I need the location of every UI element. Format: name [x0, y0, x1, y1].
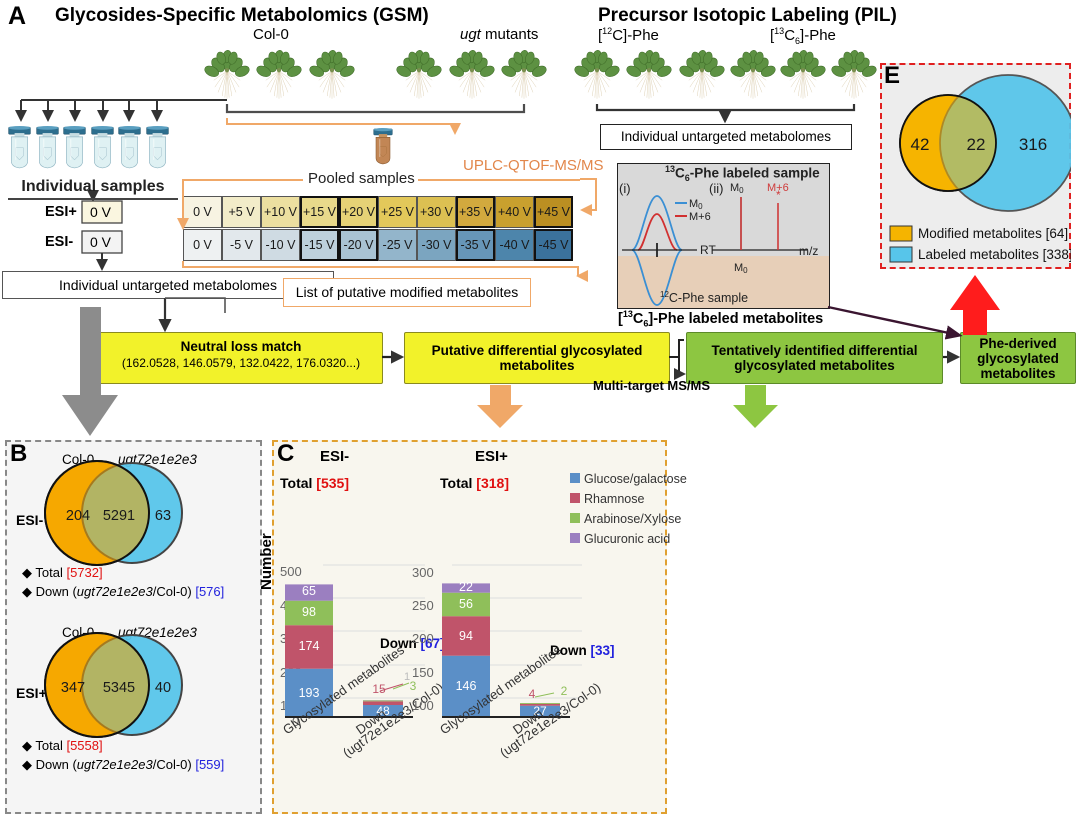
svg-text:1: 1	[404, 671, 410, 683]
svg-text:40: 40	[155, 680, 171, 696]
svg-text:146: 146	[456, 679, 477, 693]
svg-text:3: 3	[410, 679, 417, 693]
svg-text:5345: 5345	[103, 680, 135, 696]
svg-text:94: 94	[459, 629, 473, 643]
svg-text:2: 2	[561, 684, 568, 698]
svg-text:5291: 5291	[103, 508, 135, 524]
svg-text:Modified metabolites [64]: Modified metabolites [64]	[918, 226, 1068, 241]
svg-text:98: 98	[302, 605, 316, 619]
svg-text:42: 42	[911, 135, 930, 154]
svg-text:347: 347	[61, 680, 85, 696]
svg-text:4: 4	[529, 687, 536, 701]
svg-text:15: 15	[372, 682, 386, 696]
svg-text:22: 22	[459, 580, 473, 594]
svg-text:65: 65	[302, 584, 316, 598]
svg-text:63: 63	[155, 508, 171, 524]
svg-text:316: 316	[1019, 135, 1047, 154]
svg-text:174: 174	[299, 639, 320, 653]
svg-text:Labeled metabolites [338]: Labeled metabolites [338]	[918, 247, 1071, 262]
svg-text:204: 204	[66, 508, 90, 524]
svg-text:22: 22	[967, 135, 986, 154]
svg-text:56: 56	[459, 597, 473, 611]
